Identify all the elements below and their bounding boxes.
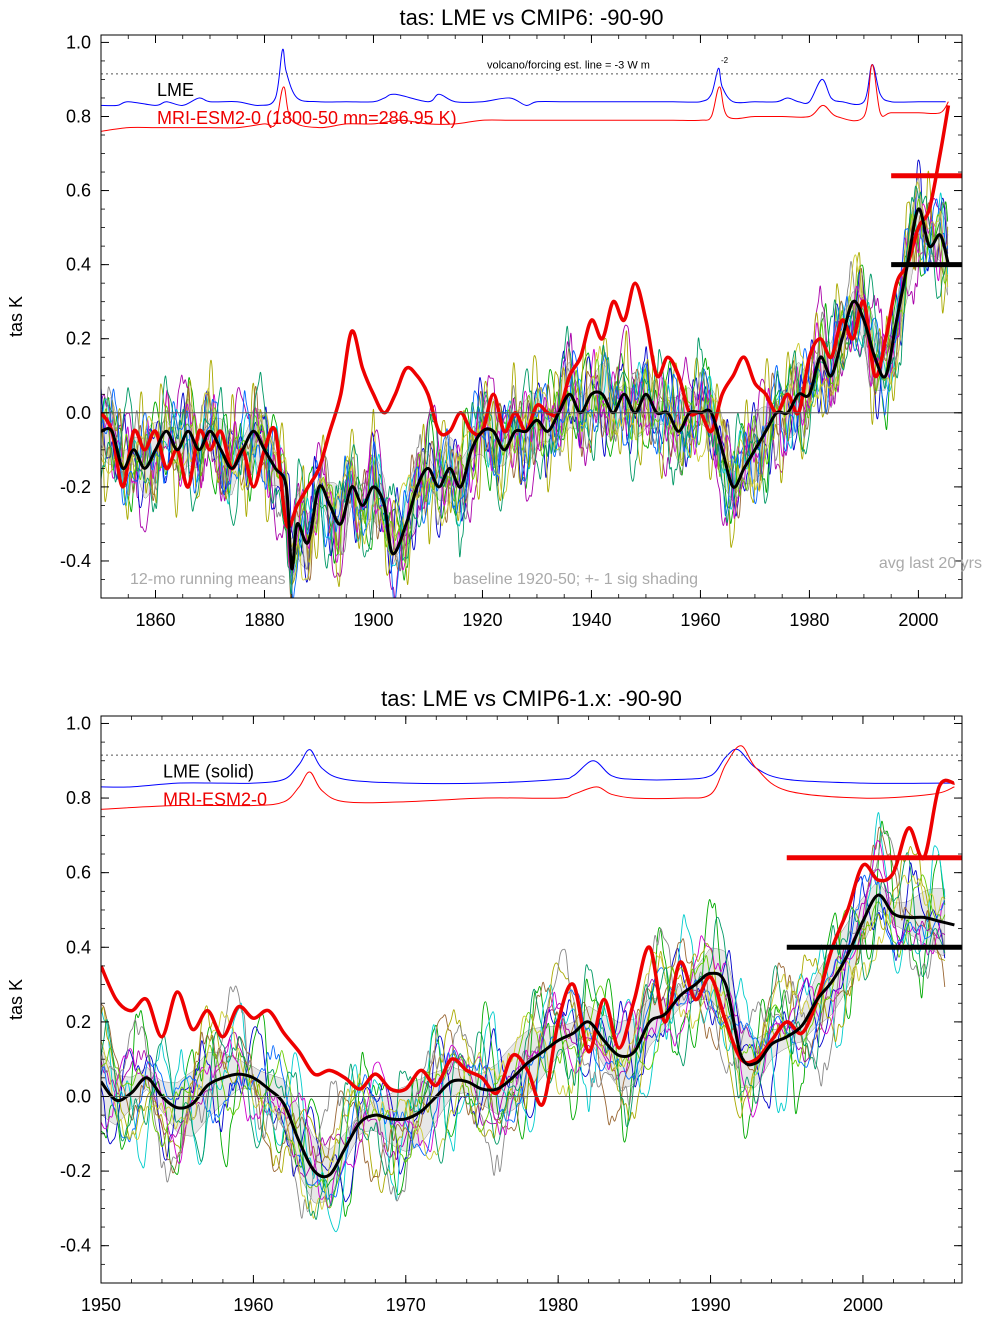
x-tick-label: 1960: [680, 610, 720, 630]
y-tick-label: 0.0: [66, 403, 91, 423]
y-tick-label: 0.2: [66, 1012, 91, 1032]
x-tick-label: 1970: [386, 1295, 426, 1315]
legend-lme-label: LME: [157, 80, 194, 100]
y-axis-label: tas K: [6, 979, 26, 1020]
x-tick-label: 1960: [233, 1295, 273, 1315]
y-tick-label: 0.0: [66, 1086, 91, 1106]
y-tick-label: 0.2: [66, 329, 91, 349]
x-tick-label: 1980: [789, 610, 829, 630]
ensemble-member-line: [101, 198, 949, 576]
y-tick-label: -0.2: [60, 477, 91, 497]
y-tick-label: -0.2: [60, 1161, 91, 1181]
y-tick-label: 0.6: [66, 863, 91, 883]
ensemble-member-line: [101, 826, 946, 1182]
ensemble-member-line: [101, 830, 946, 1219]
ensemble-member-line: [101, 185, 949, 595]
note-running-means: 12-mo running means: [130, 571, 286, 588]
y-tick-label: 0.8: [66, 788, 91, 808]
x-tick-label: 1980: [538, 1295, 578, 1315]
x-tick-label: 1990: [691, 1295, 731, 1315]
model-series-line: [101, 778, 955, 1107]
ensemble-member-line: [101, 812, 946, 1233]
chart-title: tas: LME vs CMIP6-1.x: -90-90: [381, 686, 682, 711]
plot-area: [101, 48, 951, 598]
legend-model-label: MRI-ESM2-0: [163, 790, 267, 810]
model-forcing-line: [101, 64, 949, 132]
ensemble-member-line: [101, 202, 949, 598]
ensemble-member-line: [101, 874, 946, 1219]
lme-forcing-line: [101, 48, 946, 107]
chart-panel-bottom: -0.4 -0.2 0.0 0.2 0.4 0.6 0.8 1.0 1950 1960 1970 19…: [6, 686, 963, 1315]
x-tick-label: 2000: [898, 610, 938, 630]
y-tick-label: 0.4: [66, 255, 91, 275]
ensemble-member-line: [101, 871, 946, 1200]
plot-area: [101, 745, 955, 1233]
y-tick-label: 0.4: [66, 937, 91, 957]
legend-lme-label: LME (solid): [163, 762, 254, 782]
x-tick-label: 1880: [244, 610, 284, 630]
ensemble-member-line: [101, 820, 946, 1217]
y-tick-label: 0.6: [66, 181, 91, 201]
x-tick-label: 2000: [843, 1295, 883, 1315]
x-tick-label: 1920: [462, 610, 502, 630]
chart-title: tas: LME vs CMIP6: -90-90: [399, 5, 663, 30]
plot-frame: [100, 715, 963, 1284]
x-tick-label: 1940: [571, 610, 611, 630]
note-baseline: baseline 1920-50; +- 1 sig shading: [453, 571, 698, 588]
model-forcing-line: [101, 745, 955, 810]
legend-model-label: MRI-ESM2-0 (1800-50 mn=286.95 K): [157, 108, 457, 128]
lme-series-line: [101, 893, 955, 1179]
y-tick-label: 1.0: [66, 32, 91, 52]
ensemble-member-line: [101, 198, 949, 598]
note-volcano-forcing: volcano/forcing est. line = -3 W m: [487, 59, 650, 71]
lme-series-line: [101, 207, 950, 570]
chart-panel-top: -0.4 -0.2 0.0 0.2 0.4 0.6 0.8 1.0 1860 1880 1900 19…: [6, 5, 982, 630]
plot-frame: [100, 34, 963, 599]
y-tick-label: -0.4: [60, 1236, 91, 1256]
y-tick-label: 1.0: [66, 713, 91, 733]
y-tick-label: 0.8: [66, 106, 91, 126]
note-volcano-superscript: -2: [721, 56, 729, 65]
note-avg-last-20yrs: avg last 20 yrs: [879, 555, 982, 572]
x-tick-label: 1860: [135, 610, 175, 630]
x-tick-label: 1950: [81, 1295, 121, 1315]
x-tick-label: 1900: [353, 610, 393, 630]
ensemble-member-line: [101, 874, 946, 1209]
y-tick-label: -0.4: [60, 551, 91, 571]
y-axis-label: tas K: [6, 296, 26, 337]
